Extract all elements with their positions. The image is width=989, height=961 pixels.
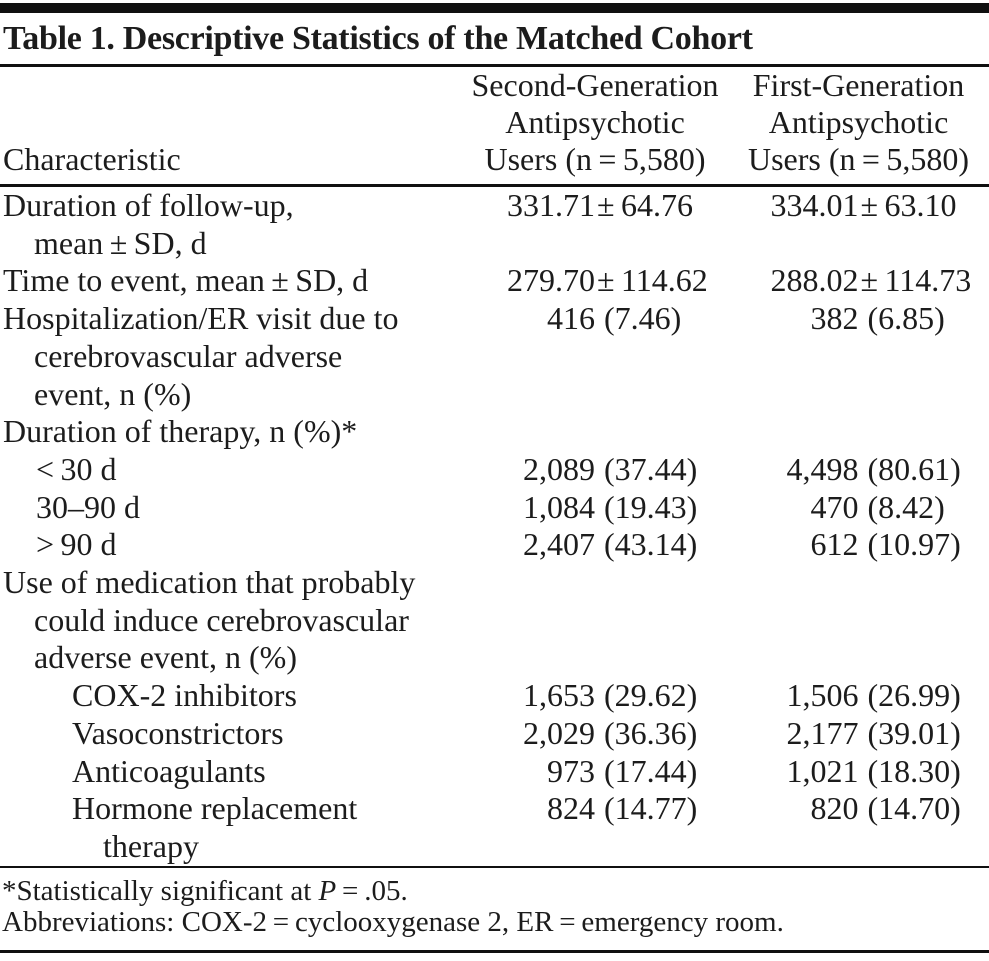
col-header-first-generation-users: First-Generation Antipsychotic Users (n … — [747, 67, 970, 177]
value-detail: (36.36) — [604, 714, 698, 751]
value-count: 279.70 — [507, 262, 595, 299]
value-cell-second-generation: 1,084 (19.43) — [462, 489, 728, 527]
value-detail: (39.01) — [867, 714, 961, 751]
value-detail: (29.62) — [604, 677, 698, 714]
value-count: 382 — [810, 300, 859, 337]
value-count: 416 — [547, 300, 595, 337]
row-label: Time to event, mean ± SD, d — [3, 262, 369, 299]
row-label: Duration of follow-up, mean ± SD, d — [3, 187, 294, 261]
row-label: Duration of therapy, n (%)* — [3, 413, 358, 450]
value-cell-second-generation: 2,089 (37.44) — [462, 451, 728, 489]
value-detail: ± 64.76 — [597, 187, 693, 223]
table-footnotes: *Statistically significant at P = .05. A… — [0, 868, 989, 950]
row-label: Anticoagulants — [72, 752, 266, 789]
value-cell-first-generation: 1,021 (18.30) — [728, 753, 989, 791]
footnote-abbreviations: Abbreviations: COX-2 = cyclooxygenase 2,… — [2, 905, 784, 938]
value-cell-first-generation: 382 (6.85) — [728, 300, 989, 338]
rule-below-title — [0, 64, 989, 67]
value-cell-first-generation: 288.02 ± 114.73 — [728, 262, 989, 300]
row-label: > 90 d — [36, 526, 117, 563]
row-label: Hospitalization/ER visit due to cerebrov… — [3, 300, 399, 412]
value-cell-second-generation: 331.71 ± 64.76 — [462, 187, 728, 225]
value-cell-first-generation: 470 (8.42) — [728, 489, 989, 527]
value-detail: (26.99) — [867, 677, 961, 714]
value-count: 334.01 — [770, 187, 859, 223]
value-cell-first-generation: 612 (10.97) — [728, 526, 989, 564]
value-detail: (80.61) — [867, 450, 961, 487]
value-count: 820 — [810, 790, 859, 827]
value-cell-first-generation: 1,506 (26.99) — [728, 677, 989, 715]
p-value-symbol: P — [318, 874, 337, 907]
value-count: 331.71 — [507, 187, 595, 223]
value-cell-first-generation: 2,177 (39.01) — [728, 715, 989, 753]
value-count: 1,653 — [523, 677, 595, 714]
value-cell-second-generation: 1,653 (29.62) — [462, 677, 728, 715]
value-cell-first-generation: 4,498 (80.61) — [728, 451, 989, 489]
value-count: 973 — [547, 752, 595, 789]
bottom-rule — [0, 949, 989, 953]
footnote-significance-value: = .05. — [336, 874, 408, 907]
value-cell-second-generation: 279.70 ± 114.62 — [462, 262, 728, 300]
value-cell-second-generation: 416 (7.46) — [462, 300, 728, 338]
value-detail: (8.42) — [867, 488, 945, 525]
value-detail: (19.43) — [604, 488, 698, 525]
value-detail: (14.70) — [867, 790, 961, 827]
value-detail: ± 114.62 — [597, 262, 708, 299]
table-header: Characteristic Second-Generation Antipsy… — [0, 67, 989, 184]
value-count: 612 — [810, 526, 859, 563]
value-count: 1,084 — [523, 488, 595, 525]
value-detail: (7.46) — [604, 300, 682, 337]
value-cell-second-generation: 2,029 (36.36) — [462, 715, 728, 753]
value-detail: (43.14) — [604, 526, 698, 563]
value-detail: (18.30) — [867, 752, 961, 789]
rule-below-header — [0, 184, 989, 187]
value-count: 2,029 — [523, 714, 595, 751]
row-label: Hormone replacement therapy — [72, 790, 358, 864]
value-detail: (17.44) — [604, 752, 698, 789]
value-cell-second-generation: 824 (14.77) — [462, 790, 728, 828]
value-count: 2,407 — [523, 526, 595, 563]
value-count: 1,506 — [786, 677, 859, 714]
value-cell-second-generation: 973 (17.44) — [462, 753, 728, 791]
col-header-second-generation-users: Second-Generation Antipsychotic Users (n… — [471, 67, 719, 177]
value-count: 470 — [810, 488, 859, 525]
value-count: 824 — [547, 790, 595, 827]
col-header-characteristic: Characteristic — [3, 141, 181, 177]
value-cell-first-generation: 334.01 ± 63.10 — [728, 187, 989, 225]
row-label: < 30 d — [36, 450, 117, 487]
table-title: Table 1. Descriptive Statistics of the M… — [3, 19, 753, 57]
value-count: 1,021 — [786, 752, 859, 789]
footnote-significance-text: *Statistically significant at — [2, 874, 319, 907]
row-label: Vasoconstrictors — [72, 714, 284, 751]
value-detail: (6.85) — [867, 300, 945, 337]
value-count: 2,177 — [786, 714, 859, 751]
value-count: 4,498 — [786, 450, 859, 487]
row-label: 30–90 d — [36, 488, 140, 525]
footnote-significance: *Statistically significant at P = .05. — [2, 874, 989, 907]
value-detail: (10.97) — [867, 526, 961, 563]
value-detail: ± 63.10 — [860, 187, 957, 223]
table-body: Duration of follow-up, mean ± SD, d 331.7… — [0, 187, 989, 866]
rule-above-footnotes — [0, 865, 989, 868]
value-detail: (37.44) — [604, 450, 698, 487]
value-detail: (14.77) — [604, 790, 698, 827]
value-count: 288.02 — [770, 262, 859, 299]
row-label: COX-2 inhibitors — [72, 677, 297, 714]
value-cell-first-generation: 820 (14.70) — [728, 790, 989, 828]
top-thick-rule — [0, 3, 989, 13]
row-label: Use of medication that probably could in… — [3, 564, 416, 676]
value-count: 2,089 — [523, 450, 595, 487]
value-detail: ± 114.73 — [860, 262, 972, 299]
value-cell-second-generation: 2,407 (43.14) — [462, 526, 728, 564]
